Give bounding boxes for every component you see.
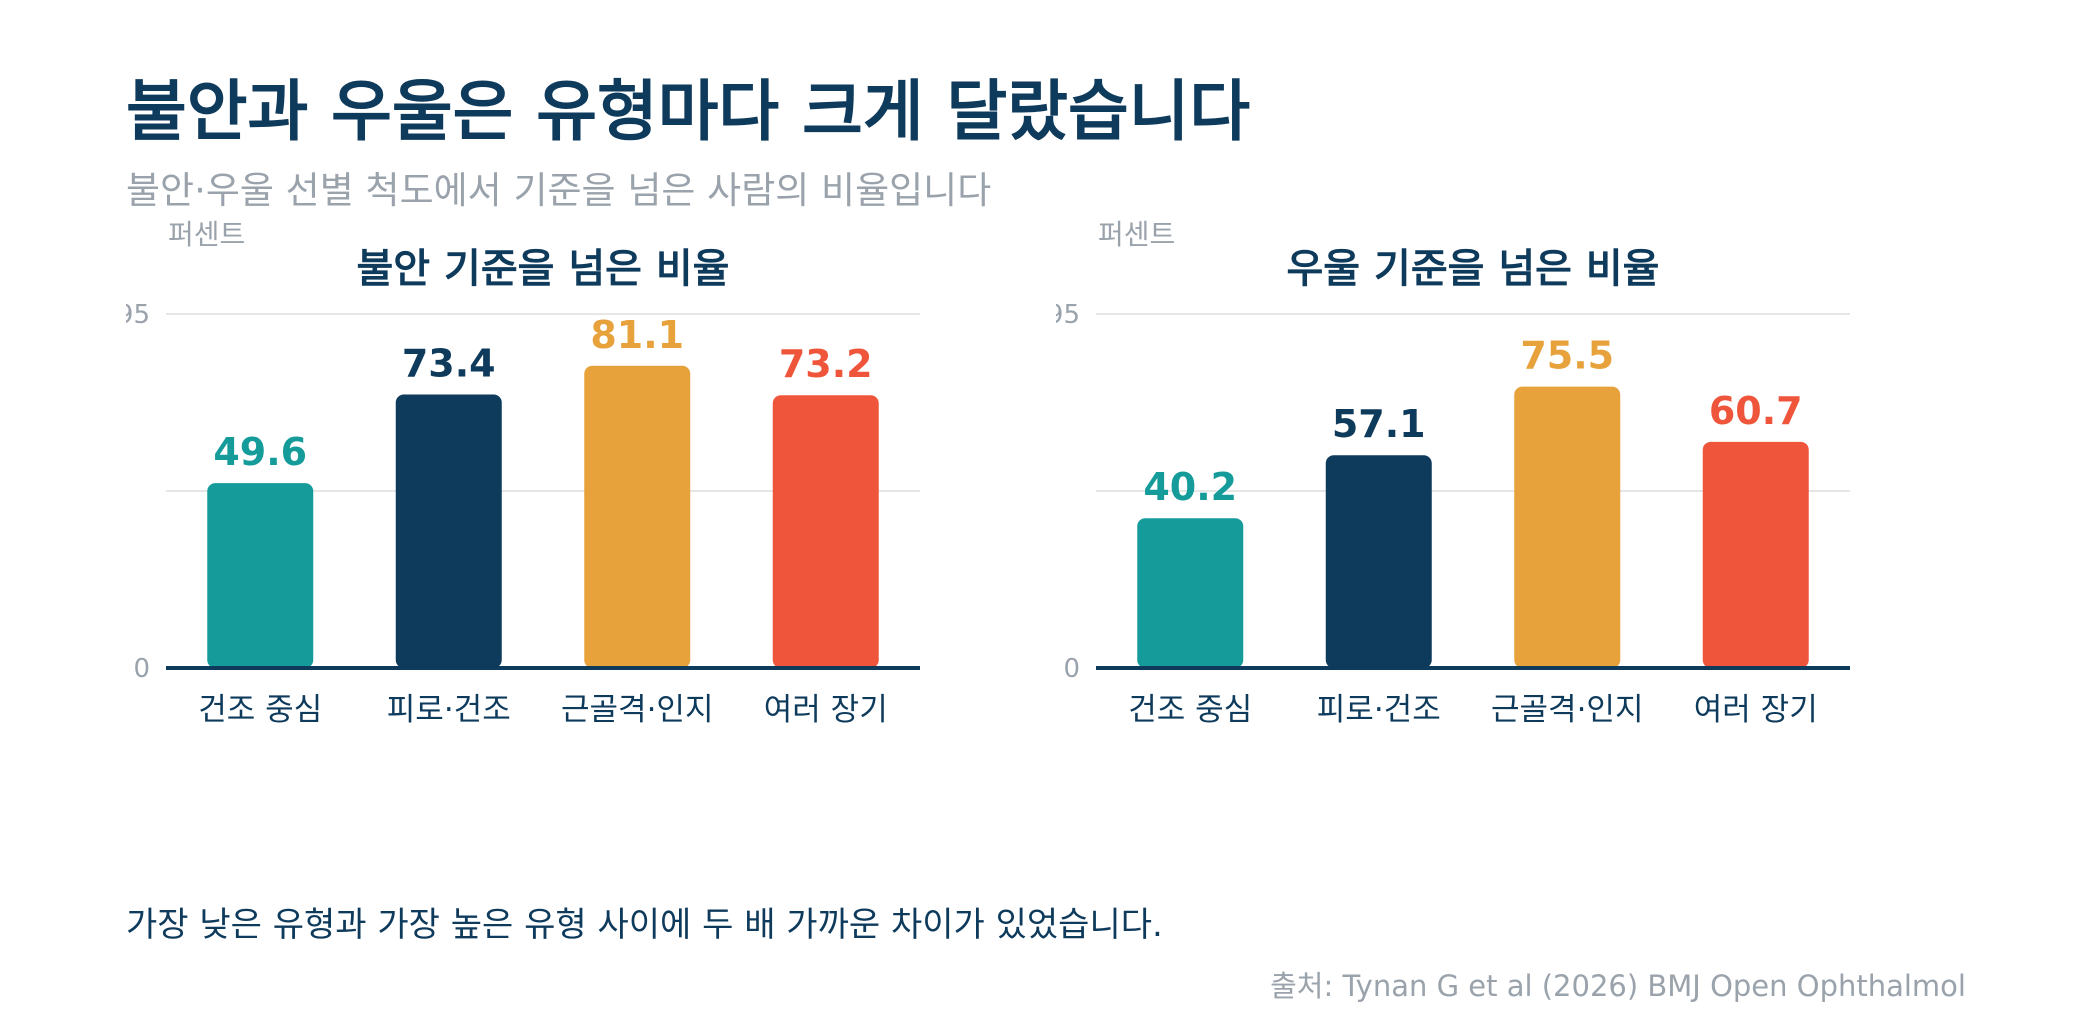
y-tick-label: 0: [1063, 654, 1080, 684]
x-tick-label: 건조 중심: [198, 692, 322, 728]
y-axis-label: 퍼센트: [168, 218, 245, 251]
bar: [1514, 386, 1621, 668]
source-note: 출처: Tynan G et al (2026) BMJ Open Ophtha…: [1270, 969, 1966, 1003]
bar-value-label: 40.2: [1143, 465, 1237, 509]
bar-value-label: 57.1: [1332, 402, 1426, 446]
y-tick-label: 0: [133, 654, 150, 684]
bar: [584, 365, 691, 668]
chart-title: 우울 기준을 넘은 비율: [1287, 246, 1660, 292]
x-tick-label: 건조 중심: [1128, 692, 1252, 728]
x-tick-label: 근골격·인지: [1491, 692, 1643, 728]
bar-value-label: 75.5: [1520, 334, 1614, 378]
bar-value-label: 49.6: [213, 430, 307, 474]
chart-title: 불안 기준을 넘은 비율: [357, 246, 730, 292]
bar: [1702, 441, 1809, 668]
y-tick-label: 95: [1056, 300, 1080, 330]
x-tick-label: 피로·건조: [387, 692, 511, 728]
bar-value-label: 81.1: [590, 313, 684, 357]
bar-value-label: 73.2: [779, 342, 873, 386]
bar-value-label: 73.4: [402, 341, 496, 385]
bar: [395, 394, 502, 668]
x-tick-label: 여러 장기: [764, 692, 888, 728]
x-tick-label: 여러 장기: [1694, 692, 1818, 728]
bar: [772, 395, 879, 668]
bar: [1137, 518, 1244, 668]
page-subtitle: 불안·우울 선별 척도에서 기준을 넘은 사람의 비율입니다: [126, 169, 992, 212]
bar: [1325, 455, 1432, 668]
x-tick-label: 피로·건조: [1317, 692, 1441, 728]
page-title: 불안과 우울은 유형마다 크게 달랐습니다: [126, 73, 1251, 150]
x-tick-label: 근골격·인지: [561, 692, 713, 728]
y-axis-label: 퍼센트: [1098, 218, 1175, 251]
y-tick-label: 95: [126, 300, 150, 330]
bar: [207, 483, 314, 668]
bar-value-label: 60.7: [1709, 389, 1803, 433]
takeaway-text: 가장 낮은 유형과 가장 높은 유형 사이에 두 배 가까운 차이가 있었습니다…: [126, 905, 1163, 945]
